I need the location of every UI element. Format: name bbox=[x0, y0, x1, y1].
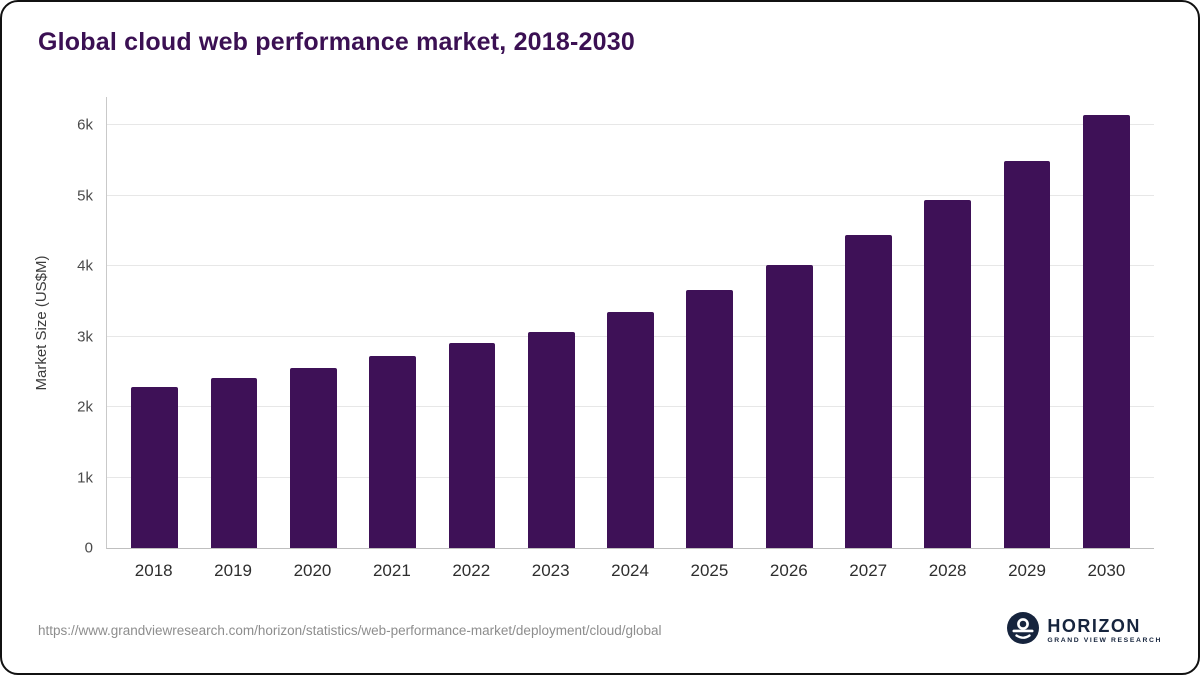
bar-2019 bbox=[210, 378, 258, 548]
bar-slot bbox=[353, 97, 432, 548]
x-tick-label: 2024 bbox=[611, 561, 649, 580]
plot-area: Market Size (US$M) 0 1k 2k 3k 4k 5k 6k bbox=[33, 97, 1154, 557]
horizon-logo: HORIZON GRAND VIEW RESEARCH bbox=[1007, 612, 1162, 649]
bar-2023 bbox=[527, 332, 575, 548]
y-tick-label: 0 bbox=[84, 539, 93, 557]
bar-slot bbox=[432, 97, 511, 548]
bar-2028 bbox=[924, 199, 972, 548]
logo-name: HORIZON bbox=[1047, 615, 1141, 636]
bar-slot bbox=[115, 97, 194, 548]
gridline bbox=[107, 194, 1154, 196]
x-tick-label: 2028 bbox=[928, 561, 967, 580]
bar-2025 bbox=[686, 290, 734, 548]
bar-2018 bbox=[131, 386, 179, 548]
bar-2026 bbox=[765, 264, 813, 548]
bar-2021 bbox=[369, 356, 416, 548]
x-tick-label: 2023 bbox=[531, 561, 570, 580]
x-tick-label: 2018 bbox=[134, 561, 173, 580]
logo-text: HORIZON GRAND VIEW RESEARCH bbox=[1047, 617, 1162, 645]
bar-slot bbox=[670, 97, 749, 548]
y-tick-label: 4k bbox=[77, 257, 93, 275]
y-axis-label: Market Size (US$M) bbox=[33, 254, 50, 391]
source-url: https://www.grandviewresearch.com/horizo… bbox=[38, 623, 662, 638]
bar-slot bbox=[829, 97, 908, 548]
bar-slot bbox=[908, 97, 987, 548]
bar-2024 bbox=[607, 311, 654, 548]
bar-slot bbox=[591, 97, 670, 548]
x-tick-label: 2026 bbox=[769, 561, 808, 580]
x-tick-label: 2029 bbox=[1008, 561, 1046, 580]
logo-subtitle: GRAND VIEW RESEARCH bbox=[1047, 636, 1162, 644]
y-tick-label: 6k bbox=[77, 116, 93, 134]
x-tick-label: 2022 bbox=[452, 561, 491, 580]
gridline bbox=[107, 124, 1154, 126]
bar-slot bbox=[274, 97, 353, 548]
x-tick-label: 2027 bbox=[849, 561, 888, 580]
bar-slot bbox=[512, 97, 591, 548]
chart-title: Global cloud web performance market, 201… bbox=[38, 28, 635, 56]
x-tick-label: 2020 bbox=[293, 561, 332, 580]
bars bbox=[107, 97, 1154, 548]
footer: https://www.grandviewresearch.com/horizo… bbox=[2, 612, 1198, 653]
bar-slot bbox=[987, 97, 1066, 548]
bar-slot bbox=[194, 97, 273, 548]
y-tick-label: 5k bbox=[77, 187, 93, 205]
bar-2029 bbox=[1003, 161, 1051, 548]
x-labels: 2018 2019 2020 2021 2022 2023 2024 2025 2026 2027… bbox=[106, 561, 1154, 581]
x-tick-label: 2021 bbox=[372, 561, 411, 580]
x-tick-label: 2025 bbox=[690, 561, 729, 580]
y-tick-label: 1k bbox=[77, 469, 93, 487]
y-tick-label: 2k bbox=[77, 398, 93, 416]
bar-2027 bbox=[845, 235, 892, 548]
gridline bbox=[107, 265, 1154, 267]
bar-2030 bbox=[1083, 114, 1130, 548]
y-tick-label: 3k bbox=[77, 328, 93, 346]
bar-slot bbox=[1067, 97, 1146, 548]
bar-slot bbox=[750, 97, 829, 548]
bar-2022 bbox=[448, 342, 496, 548]
bar-2020 bbox=[289, 368, 337, 548]
chart-area: Market Size (US$M) 0 1k 2k 3k 4k 5k 6k 2018 201… bbox=[2, 97, 1198, 581]
x-tick-label: 2030 bbox=[1087, 561, 1126, 580]
horizon-logo-icon bbox=[1007, 612, 1040, 649]
x-tick-label: 2019 bbox=[214, 561, 252, 580]
